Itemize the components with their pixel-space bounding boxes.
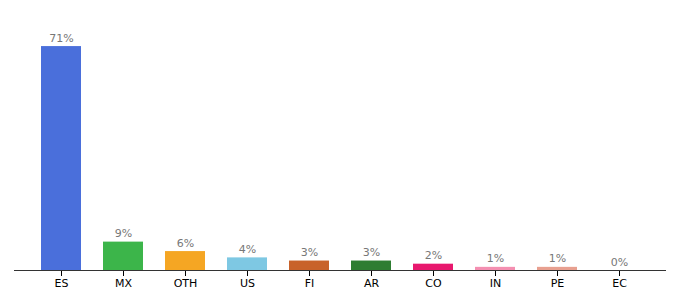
- svg-text:ES: ES: [55, 277, 69, 290]
- svg-text:MX: MX: [115, 277, 132, 290]
- svg-text:FI: FI: [305, 277, 315, 290]
- svg-text:3%: 3%: [363, 246, 380, 259]
- svg-text:1%: 1%: [487, 252, 504, 265]
- svg-text:EC: EC: [612, 277, 627, 290]
- svg-text:CO: CO: [425, 277, 442, 290]
- svg-text:9%: 9%: [115, 227, 132, 240]
- svg-text:4%: 4%: [239, 243, 256, 256]
- svg-text:IN: IN: [490, 277, 501, 290]
- svg-text:OTH: OTH: [174, 277, 198, 290]
- svg-text:2%: 2%: [425, 249, 442, 262]
- svg-text:71%: 71%: [49, 32, 73, 45]
- svg-text:PE: PE: [551, 277, 565, 290]
- svg-text:AR: AR: [364, 277, 380, 290]
- svg-text:1%: 1%: [549, 252, 566, 265]
- svg-text:3%: 3%: [301, 246, 318, 259]
- svg-text:US: US: [240, 277, 255, 290]
- svg-text:6%: 6%: [177, 237, 194, 250]
- svg-text:0%: 0%: [611, 256, 628, 269]
